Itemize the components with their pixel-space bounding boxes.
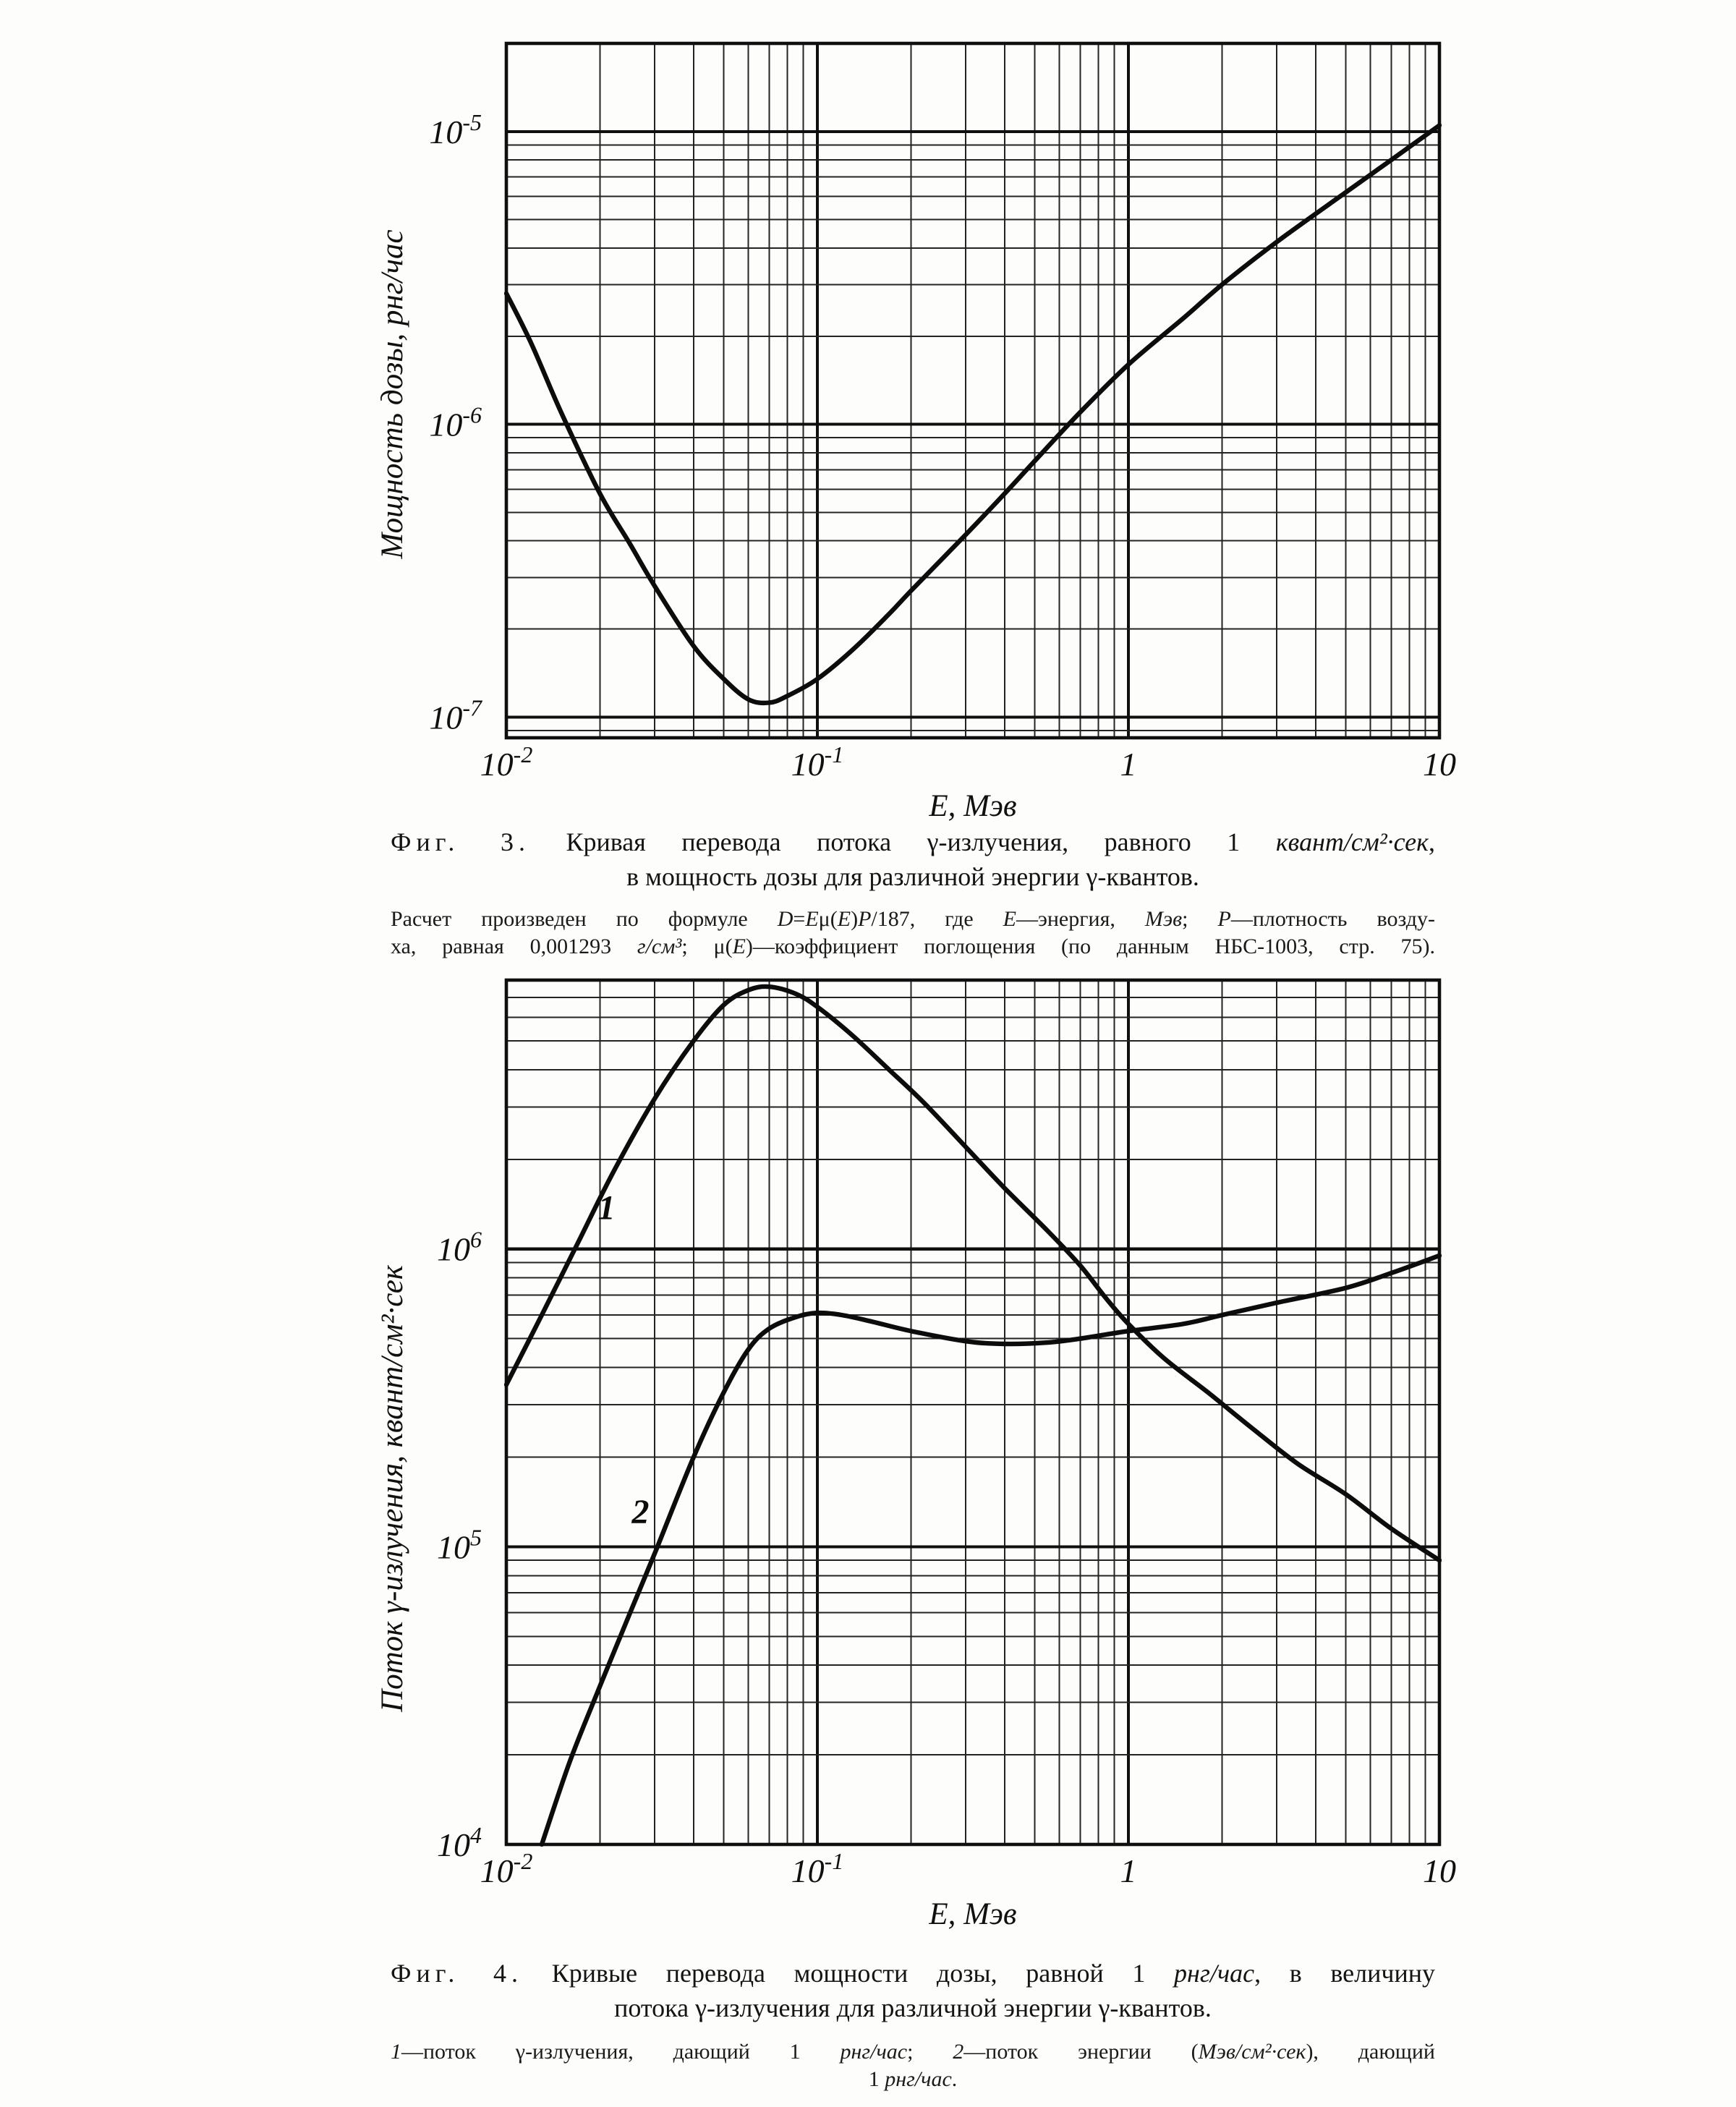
fig4-curve-label-1: 1 <box>598 1188 616 1227</box>
fig3-y-axis-label: Мощность дозы, рнг/час <box>375 229 409 559</box>
tick-label: 10 <box>1423 746 1456 783</box>
fig3-caption-line1: Фиг. 3. Кривая перевода потока γ-излучен… <box>391 825 1435 859</box>
fig4-chart: 1 2 10-2 10-1 1 10 106 105 104 E, Мэв Поток γ-излу… <box>375 978 1456 1931</box>
tick-label: 10-2 <box>480 1848 533 1889</box>
fig3-x-axis-label: E, Мэв <box>928 789 1016 823</box>
text-segment: E <box>732 935 746 958</box>
text-segment: —поток γ-излучения, дающий 1 <box>401 2040 841 2064</box>
tick-label: 10-6 <box>429 402 482 443</box>
tick-label: 10-7 <box>429 694 483 736</box>
text-segment: —плотность возду- <box>1230 907 1436 931</box>
text-segment: /187, где <box>871 907 1003 931</box>
text-segment: потока γ-излучения для различной энергии… <box>614 1993 1212 2022</box>
fig4-subcaption: 1—поток γ-излучения, дающий 1 рнг/час; 2… <box>391 2038 1435 2093</box>
fig3-caption-line2: в мощность дозы для различной энергии γ-… <box>391 859 1435 894</box>
text-segment: P <box>858 907 872 931</box>
fig3-subcaption: Расчет произведен по формуле D=Eμ(E)P/18… <box>391 906 1435 961</box>
text-segment: Кривая перевода потока γ-излучения, равн… <box>529 827 1276 856</box>
tick-label: 10 <box>1423 1852 1456 1889</box>
tick-label: 105 <box>437 1524 482 1565</box>
fig4-curve-2 <box>539 1253 1442 1847</box>
text-segment: , в величину <box>1254 1959 1435 1988</box>
text-segment: рнг/час <box>885 2067 952 2091</box>
fig4-caption-line1: Фиг. 4. Кривые перевода мощности дозы, р… <box>391 1956 1435 1991</box>
text-segment: ; <box>907 2040 953 2064</box>
tick-label: 104 <box>437 1822 482 1863</box>
fig3-chart: 10-2 10-1 1 10 10-5 10-6 10-7 E, Мэв Мощность до… <box>375 41 1456 823</box>
fig3-subcaption-line2: ха, равная 0,001293 г/см³; μ(E)—коэффици… <box>391 933 1435 961</box>
fig4-subcaption-line1: 1—поток γ-излучения, дающий 1 рнг/час; 2… <box>391 2038 1435 2066</box>
text-segment: D <box>777 907 793 931</box>
text-segment: E <box>1003 907 1016 931</box>
fig4-y-axis-label: Поток γ-излучения, квант/см²·сек <box>375 1264 409 1713</box>
text-segment: ; μ( <box>681 935 733 958</box>
text-segment: = <box>793 907 806 931</box>
text-segment: г/см³ <box>637 935 682 958</box>
tick-label: 106 <box>437 1227 482 1268</box>
fig3-curve-1 <box>504 123 1442 706</box>
text-segment: рнг/час <box>1174 1959 1255 1988</box>
fig3-grid <box>504 43 1442 738</box>
fig3-border <box>504 41 1442 740</box>
text-segment: . <box>951 2067 958 2091</box>
text-segment: 1 <box>868 2067 885 2091</box>
tick-label: 10-1 <box>791 1848 844 1889</box>
tick-label: 10-1 <box>791 741 844 783</box>
text-segment: в мощность дозы для различной энергии γ-… <box>626 862 1199 891</box>
text-segment: —энергия, <box>1016 907 1145 931</box>
text-segment: —поток энергии ( <box>963 2040 1199 2064</box>
text-segment: E <box>805 907 819 931</box>
text-segment: 1 <box>391 2040 401 2064</box>
text-segment: рнг/час <box>840 2040 908 2064</box>
text-segment: квант/см²·сек <box>1275 827 1429 856</box>
fig4-x-axis-label: E, Мэв <box>928 1897 1016 1931</box>
text-segment: Фиг. 3. <box>391 827 530 856</box>
fig3-caption: Фиг. 3. Кривая перевода потока γ-излучен… <box>391 825 1435 894</box>
fig4-caption-line2: потока γ-излучения для различной энергии… <box>391 1991 1435 2025</box>
text-segment: Мэв/см²·сек <box>1198 2040 1306 2064</box>
text-segment: E <box>837 907 851 931</box>
tick-label: 1 <box>1120 1852 1137 1889</box>
text-segment: )—коэффициент поглощения (по данным НБС-… <box>745 935 1435 958</box>
text-segment: 2 <box>953 2040 964 2064</box>
tick-label: 10-5 <box>429 109 482 150</box>
tick-label: 10-2 <box>480 741 533 783</box>
fig4-border <box>504 978 1442 1847</box>
text-segment: Кривые перевода мощности дозы, равной 1 <box>523 1959 1175 1988</box>
text-segment: ; <box>1182 907 1218 931</box>
fig4-curve-1 <box>504 984 1442 1563</box>
fig4-caption: Фиг. 4. Кривые перевода мощности дозы, р… <box>391 1956 1435 2025</box>
fig4-curve-label-2: 2 <box>631 1493 650 1531</box>
text-segment: Расчет произведен по формуле <box>391 907 778 931</box>
text-segment: , <box>1429 827 1435 856</box>
text-segment: Фиг. 4. <box>391 1959 524 1988</box>
tick-label: 1 <box>1120 746 1137 783</box>
text-segment: Мэв <box>1144 907 1183 931</box>
text-segment: ха, равная 0,001293 <box>391 935 637 958</box>
text-segment: ), дающий <box>1306 2040 1435 2064</box>
text-segment: μ( <box>818 907 838 931</box>
text-segment: P <box>1217 907 1231 931</box>
fig4-subcaption-line2: 1 рнг/час. <box>391 2066 1435 2093</box>
fig3-subcaption-line1: Расчет произведен по формуле D=Eμ(E)P/18… <box>391 906 1435 933</box>
text-segment: ) <box>851 907 859 931</box>
